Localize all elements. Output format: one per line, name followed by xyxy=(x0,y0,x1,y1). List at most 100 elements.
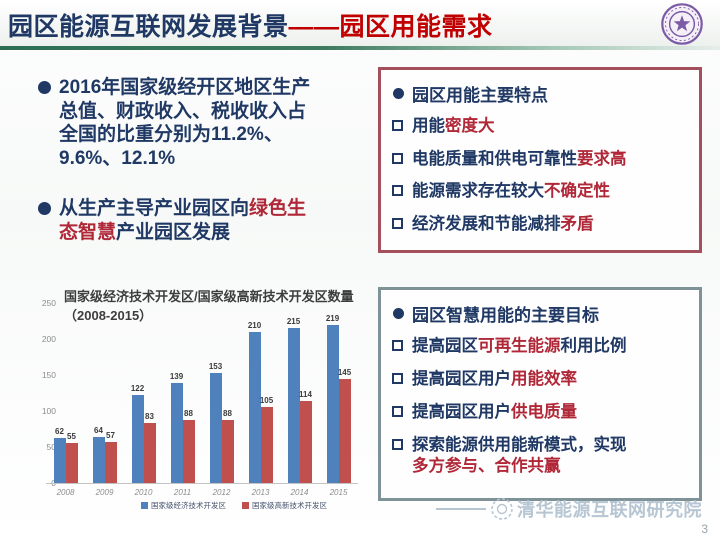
legend-swatch-icon xyxy=(242,502,249,509)
page-title-dash: —— xyxy=(288,13,340,41)
bar-2015-series-0 xyxy=(326,325,339,483)
text-segment: 用能 xyxy=(412,117,445,135)
text-segment: 用能效率 xyxy=(511,370,577,388)
legend-label: 国家级高新技术开发区 xyxy=(252,501,327,510)
bar-value-label: 210 xyxy=(247,320,262,330)
x-axis-tick-label: 2012 xyxy=(212,488,231,497)
chart-legend: 国家级经济技术开发区 国家级高新技术开发区 xyxy=(100,500,368,511)
panel-title: 园区用能主要特点 xyxy=(412,86,548,105)
list-item: 提高园区可再生能源利用比例 xyxy=(391,336,689,357)
bar-2015-series-1 xyxy=(338,378,351,483)
bar-2008-series-1 xyxy=(65,443,78,483)
item-text: 电能质量和供电可靠性要求高 xyxy=(412,149,627,170)
panel-title: 园区智慧用能的主要目标 xyxy=(412,306,599,325)
bar-2008-series-0 xyxy=(53,438,66,483)
square-bullet-icon xyxy=(392,152,403,164)
item-text: 能源需求存在较大不确定性 xyxy=(412,181,610,202)
text-segment: 探索能源供用能新模式，实现 xyxy=(412,436,627,454)
bar-value-label: 57 xyxy=(106,430,115,440)
bar-value-label: 64 xyxy=(94,425,103,435)
tsinghua-university-logo-icon xyxy=(661,3,703,45)
x-axis-tick-label: 2009 xyxy=(95,488,114,497)
chart-title: 国家级经济技术开发区/国家级高新技术开发区数量（2008-2015） xyxy=(64,289,354,323)
legend-entry: 国家级高新技术开发区 xyxy=(242,500,327,511)
watermark-text: 清华能源互联网研究院 xyxy=(517,500,702,520)
text-segment: 可再生能源 xyxy=(478,337,561,355)
footer-watermark: 清华能源互联网研究院 xyxy=(436,496,702,522)
bar-value-label: 83 xyxy=(145,412,154,422)
list-item: 提高园区用户供电质量 xyxy=(391,402,689,423)
text-segment: 要求高 xyxy=(577,149,627,168)
bar-value-label: 88 xyxy=(184,408,193,418)
square-bullet-icon xyxy=(392,406,403,417)
list-item: 电能质量和供电可靠性要求高 xyxy=(391,149,689,170)
page-title-main: 园区能源互联网发展背景 xyxy=(8,13,289,41)
bar-2010-series-0 xyxy=(131,395,144,483)
bar-value-label: 55 xyxy=(67,432,76,442)
bullet-text: 从生产主导产业园区向绿色生态智慧产业园区发展 xyxy=(59,197,313,244)
bullet-icon xyxy=(38,81,51,94)
item-text: 提高园区用户供电质量 xyxy=(412,402,577,423)
bar-value-label: 219 xyxy=(325,314,340,324)
text-segment: 提高园区 xyxy=(412,337,478,355)
list-item: 用能密度大 xyxy=(391,116,689,137)
bar-2013-series-1 xyxy=(260,407,273,483)
bar-2009-series-0 xyxy=(92,436,105,483)
watermark-logo-icon xyxy=(491,498,513,520)
square-bullet-icon xyxy=(392,373,403,384)
bar-2010-series-1 xyxy=(143,423,156,483)
x-axis-tick-label: 2015 xyxy=(329,488,348,497)
text-segment: 产业园区发展 xyxy=(116,221,231,243)
page-title-accent: 园区用能需求 xyxy=(339,13,493,41)
bar-2012-series-1 xyxy=(221,419,234,483)
list-item: 2016年国家级经开区地区生产总值、财政收入、税收收入占全国的比重分别为11.2… xyxy=(38,76,338,170)
square-bullet-icon xyxy=(392,120,403,131)
text-segment: 多方参与、合作共赢 xyxy=(412,457,561,475)
item-text: 经济发展和节能减排矛盾 xyxy=(412,214,594,235)
list-item: 提高园区用户用能效率 xyxy=(391,369,689,390)
y-axis-tick-label: 250 xyxy=(41,298,56,308)
x-axis-tick-label: 2008 xyxy=(56,488,75,497)
text-segment: 矛盾 xyxy=(560,214,594,233)
text-segment: 利用比例 xyxy=(560,337,627,355)
bar-value-label: 139 xyxy=(169,371,184,381)
page-title: 园区能源互联网发展背景——园区用能需求 xyxy=(8,7,493,43)
watermark-line xyxy=(436,508,486,510)
y-axis-tick-label: 50 xyxy=(46,442,56,452)
text-segment: 密度大 xyxy=(445,117,495,135)
x-axis-line xyxy=(46,483,358,484)
x-axis-tick-label: 2011 xyxy=(173,488,192,497)
item-text: 提高园区可再生能源利用比例 xyxy=(412,336,627,357)
bar-2011-series-1 xyxy=(182,419,195,483)
legend-swatch-icon xyxy=(141,502,148,509)
bar-2013-series-0 xyxy=(248,331,261,483)
bullet-icon xyxy=(38,202,51,215)
list-item: 从生产主导产业园区向绿色生态智慧产业园区发展 xyxy=(38,197,338,244)
chart-canvas: 0501001502002502008625520096457201012283… xyxy=(20,282,368,498)
bar-2012-series-0 xyxy=(209,372,222,483)
list-item: 能源需求存在较大不确定性 xyxy=(391,181,689,202)
bar-chart: 0501001502002502008625520096457201012283… xyxy=(20,282,368,522)
text-segment: 不确定性 xyxy=(544,182,610,200)
header-divider xyxy=(0,46,720,50)
header: 园区能源互联网发展背景——园区用能需求 xyxy=(0,0,720,46)
bar-2014-series-0 xyxy=(287,328,300,483)
bar-value-label: 145 xyxy=(337,367,352,377)
square-bullet-icon xyxy=(392,340,403,351)
text-segment: 能源需求存在较大 xyxy=(412,182,544,200)
list-item: 探索能源供用能新模式，实现 多方参与、合作共赢 xyxy=(391,435,689,477)
legend-label: 国家级经济技术开发区 xyxy=(151,501,226,510)
text-segment: 提高园区用户 xyxy=(412,403,511,421)
square-bullet-icon xyxy=(392,217,403,229)
bar-value-label: 114 xyxy=(299,389,312,399)
text-segment: 从生产主导产业园区向 xyxy=(59,198,250,219)
legend-entry: 国家级经济技术开发区 xyxy=(141,500,226,511)
panel-smart-energy-goals: 园区智慧用能的主要目标 提高园区可再生能源利用比例 提高园区用户用能效率 提高园… xyxy=(378,287,702,501)
bar-value-label: 215 xyxy=(286,317,301,327)
bar-value-label: 105 xyxy=(259,396,274,406)
text-segment: 2016年国家级经开区地区生产总值、财政收入、税收收入占全国的比重分别为11.2… xyxy=(59,77,311,169)
x-axis-tick-label: 2014 xyxy=(290,488,309,497)
panel-energy-use-features: 园区用能主要特点 用能密度大 电能质量和供电可靠性要求高 能源需求存在较大不确定… xyxy=(378,67,702,253)
item-text: 探索能源供用能新模式，实现 多方参与、合作共赢 xyxy=(412,435,627,477)
